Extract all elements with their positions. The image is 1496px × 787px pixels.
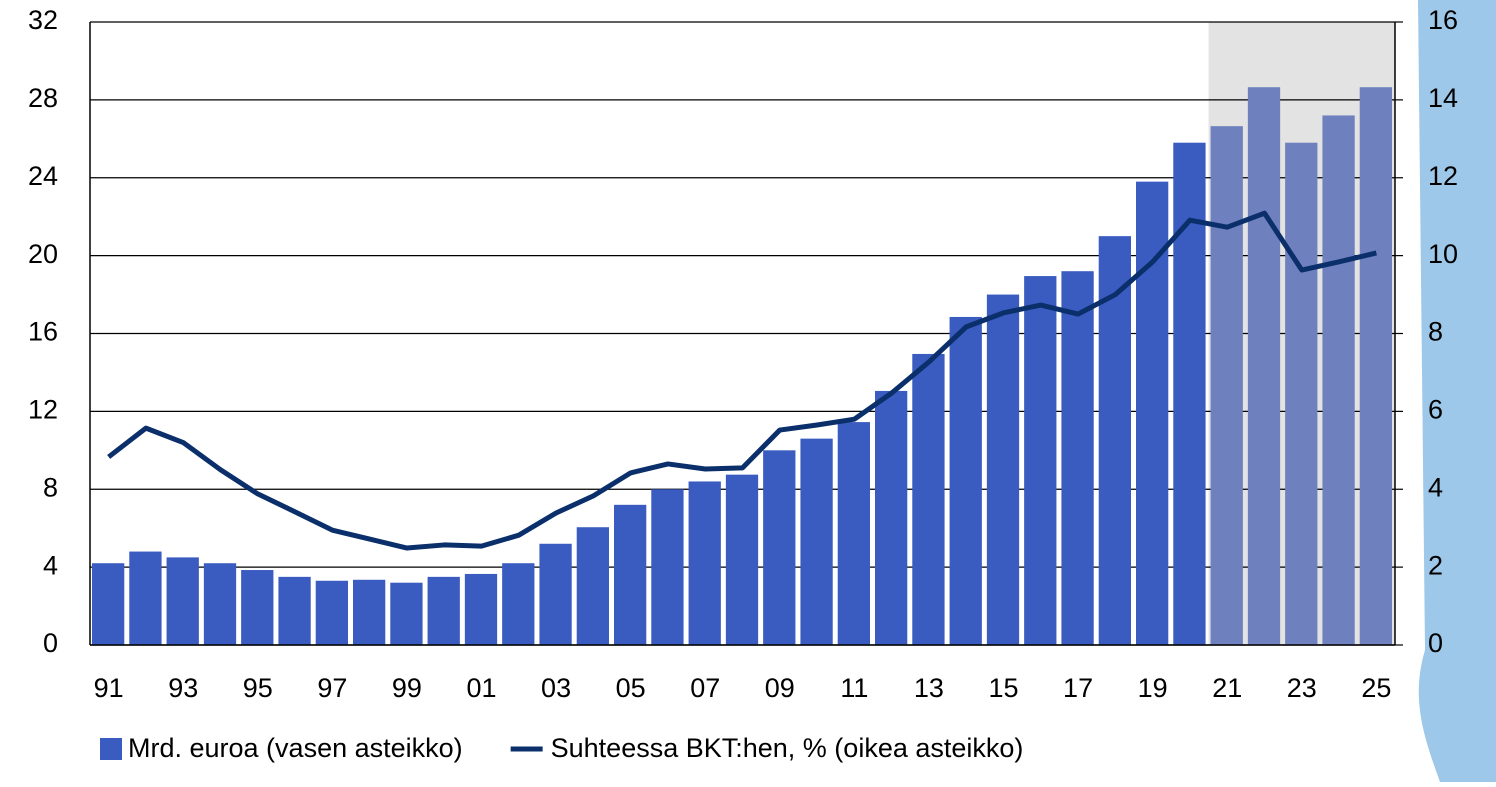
bar [800,438,833,645]
bar [1285,142,1318,646]
bar [875,390,908,645]
bar [92,563,125,645]
bar [1061,271,1094,645]
x-tick-label: 91 [94,673,124,703]
bar [241,570,274,645]
x-tick-label: 15 [988,673,1018,703]
bar [427,576,460,645]
bar [129,551,162,645]
bar [539,543,572,645]
bar [986,294,1020,645]
bar [949,316,982,645]
y2-tick-label: 8 [1428,317,1443,347]
bar [502,563,535,645]
bar [315,580,348,645]
x-tick-label: 05 [616,673,646,703]
x-tick-label: 19 [1138,673,1168,703]
y-tick-label: 4 [43,550,58,580]
y2-tick-label: 2 [1428,550,1443,580]
bar [912,353,945,645]
bar [353,579,386,645]
y-tick-label: 8 [43,472,58,502]
x-tick-label: 99 [392,673,422,703]
bar [464,573,498,645]
bar [576,527,609,645]
bar [1098,236,1131,645]
bar [166,557,199,645]
x-tick-label: 09 [765,673,795,703]
bar [763,450,796,645]
bar [725,474,759,645]
bar [278,576,311,645]
bar [203,563,237,645]
y-tick-label: 12 [28,395,58,425]
y-tick-label: 20 [28,239,58,269]
x-tick-label: 13 [914,673,944,703]
y-tick-label: 32 [28,5,58,35]
x-tick-label: 03 [541,673,571,703]
decoration [1418,0,1496,782]
bar [1210,126,1243,645]
y2-tick-label: 6 [1428,395,1443,425]
x-tick-label: 01 [466,673,496,703]
y2-tick-label: 14 [1428,83,1458,113]
bar [651,489,684,645]
legend-label: Suhteessa BKT:hen, % (oikea asteikko) [551,733,1024,763]
y-tick-label: 16 [28,317,58,347]
bar [1024,276,1057,645]
x-tick-label: 07 [690,673,720,703]
bar [614,504,647,645]
y-tick-label: 24 [28,161,58,191]
legend-label: Mrd. euroa (vasen asteikko) [128,733,463,763]
bar [390,582,423,645]
legend-swatch [100,738,122,760]
y2-tick-label: 4 [1428,472,1443,502]
x-tick-label: 23 [1287,673,1317,703]
bar [1247,87,1281,645]
y2-tick-label: 16 [1428,5,1458,35]
bar [1359,87,1392,645]
x-tick-label: 25 [1361,673,1391,703]
x-tick-label: 97 [317,673,347,703]
y2-tick-label: 0 [1428,628,1443,658]
y2-tick-label: 12 [1428,161,1458,191]
y2-tick-label: 10 [1428,239,1458,269]
bar [1173,142,1206,646]
x-tick-label: 21 [1212,673,1242,703]
line [107,210,1377,551]
x-tick-label: 95 [243,673,273,703]
y-tick-label: 28 [28,83,58,113]
bar [688,481,721,645]
y-tick-label: 0 [43,628,58,658]
x-tick-label: 17 [1063,673,1093,703]
x-tick-label: 11 [840,673,868,703]
x-tick-label: 93 [168,673,198,703]
bar [837,422,870,645]
bar [1322,115,1355,645]
